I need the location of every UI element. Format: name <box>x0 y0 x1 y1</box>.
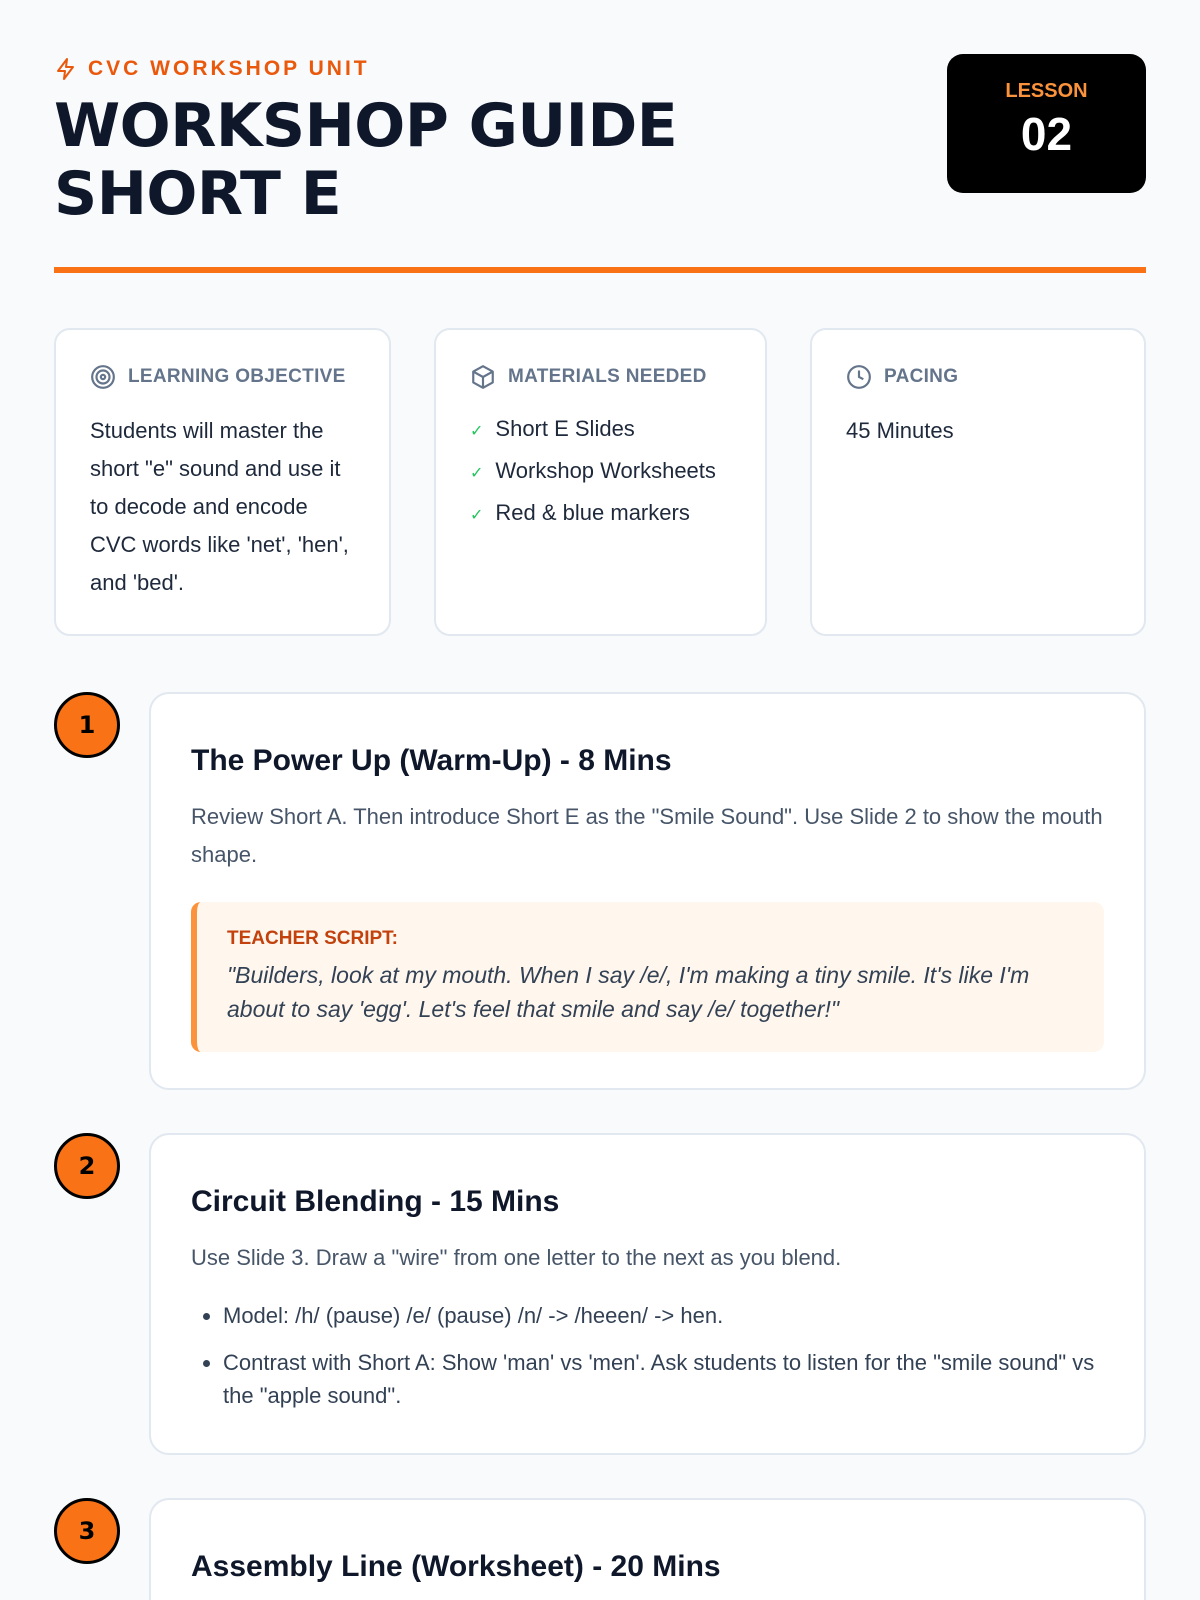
check-icon: ✓ <box>470 423 484 440</box>
lesson-number: 02 <box>1020 108 1073 160</box>
lightning-icon <box>57 58 74 80</box>
materials-card: MATERIALS NEEDED ✓ Short E Slides ✓ Worksh… <box>434 328 767 636</box>
step-number: 1 <box>54 692 120 758</box>
list-item: ✓ Short E Slides <box>470 412 731 448</box>
list-item: ✓ Red & blue markers <box>470 496 731 532</box>
unit-kicker: CVC WORKSHOP UNIT <box>54 56 370 82</box>
step-title: Assembly Line (Worksheet) - 20 Mins <box>191 1550 721 1583</box>
materials-list: ✓ Short E Slides ✓ Workshop Worksheets ✓ Re… <box>470 412 731 532</box>
step-card: Assembly Line (Worksheet) - 20 Mins <box>149 1498 1146 1600</box>
script-label: TEACHER SCRIPT: <box>227 928 399 949</box>
material-label: Red & blue markers <box>495 500 690 525</box>
teacher-script: TEACHER SCRIPT: "Builders, look at my mo… <box>191 902 1104 1052</box>
page-title: WORKSHOP GUIDE SHORT E <box>54 91 678 229</box>
pacing-text: 45 Minutes <box>846 418 954 443</box>
lesson-badge: LESSON 02 <box>947 54 1146 193</box>
pacing-card: PACING 45 Minutes <box>810 328 1146 636</box>
pacing-title: PACING <box>884 366 959 387</box>
unit-label: CVC WORKSHOP UNIT <box>88 57 370 80</box>
check-icon: ✓ <box>470 465 484 482</box>
check-icon: ✓ <box>470 507 484 524</box>
materials-title: MATERIALS NEEDED <box>508 366 707 387</box>
step-description: Use Slide 3. Draw a "wire" from one lett… <box>191 1245 842 1270</box>
objective-text: Students will master the short "e" sound… <box>90 418 349 595</box>
step-bullets: Model: /h/ (pause) /e/ (pause) /n/ -> /h… <box>191 1299 1104 1412</box>
step-title: Circuit Blending - 15 Mins <box>191 1185 560 1218</box>
step-title: The Power Up (Warm-Up) - 8 Mins <box>191 744 672 777</box>
box-icon <box>472 365 494 389</box>
objective-card: LEARNING OBJECTIVE Students will master … <box>54 328 391 636</box>
list-item: Model: /h/ (pause) /e/ (pause) /n/ -> /h… <box>223 1299 1104 1332</box>
script-text: "Builders, look at my mouth. When I say … <box>227 962 1030 1022</box>
header-divider <box>54 267 1146 273</box>
material-label: Short E Slides <box>495 416 635 441</box>
list-item: Contrast with Short A: Show 'man' vs 'me… <box>223 1346 1104 1412</box>
step-card: Circuit Blending - 15 Mins Use Slide 3. … <box>149 1133 1146 1455</box>
objective-title: LEARNING OBJECTIVE <box>128 366 346 387</box>
list-item: ✓ Workshop Worksheets <box>470 454 731 490</box>
lesson-label: LESSON <box>1005 80 1088 102</box>
clock-icon <box>847 365 871 389</box>
step-description: Review Short A. Then introduce Short E a… <box>191 804 1103 867</box>
step-card: The Power Up (Warm-Up) - 8 Mins Review S… <box>149 692 1146 1090</box>
target-icon <box>91 365 115 389</box>
step-number: 2 <box>54 1133 120 1199</box>
step-number: 3 <box>54 1498 120 1564</box>
material-label: Workshop Worksheets <box>495 458 716 483</box>
